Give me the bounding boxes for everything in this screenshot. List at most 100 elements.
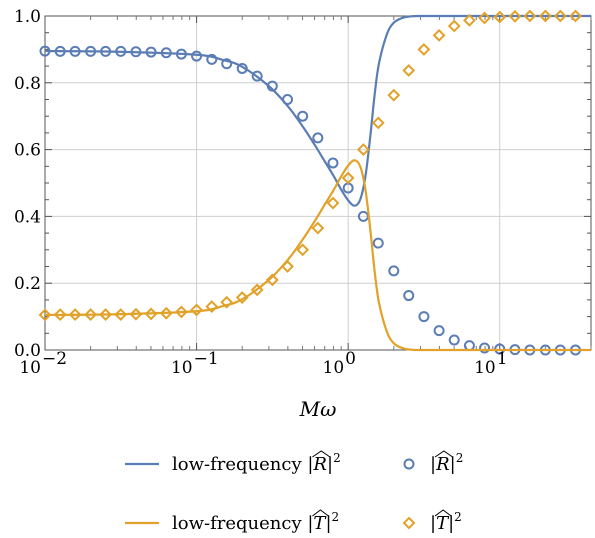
x-tick-exponent: −2 [42, 349, 67, 369]
data-point [432, 28, 446, 42]
legend-item: |R|2 [403, 450, 463, 475]
data-point [250, 283, 264, 297]
data-point [236, 62, 248, 74]
plot-border [44, 15, 592, 351]
legend-swatch-diamond [402, 516, 416, 530]
legend-prefix: low-frequency [172, 454, 307, 475]
hat-accent [312, 509, 329, 517]
series-3 [38, 9, 582, 322]
data-point [145, 46, 157, 58]
series-0 [44, 14, 591, 207]
x-axis-label: Mω [299, 397, 337, 421]
tick-labels: 0.00.20.40.60.81.010 −2 10 −1 10 0 10 1 [14, 7, 508, 378]
data-point [174, 305, 188, 319]
legend-item: |T|2 [402, 509, 462, 534]
plot-frame [44, 15, 592, 351]
grid [44, 15, 591, 351]
data-point [327, 157, 339, 169]
x-tick-exponent: 1 [497, 349, 508, 369]
data-point [508, 9, 522, 23]
data-point [493, 10, 507, 24]
data-point [251, 70, 263, 82]
data-point [85, 45, 97, 57]
data-point [371, 116, 385, 130]
y-tick-label: 0.6 [14, 141, 41, 161]
data-point [553, 9, 567, 23]
y-tick-label: 1.0 [14, 7, 41, 27]
x-tick-exponent: −1 [194, 349, 219, 369]
data-point [448, 334, 460, 346]
x-tick-label: 10 [474, 358, 496, 378]
data-point [403, 290, 415, 302]
legend-prefix: low-frequency [172, 513, 307, 534]
data-point [160, 47, 172, 59]
data-point [84, 308, 98, 322]
legend-label: low-frequency |R|2 [172, 451, 341, 475]
hat-accent [312, 450, 331, 458]
data-point [538, 9, 552, 23]
series-layer [38, 9, 591, 356]
y-tick-label: 0.4 [14, 207, 41, 227]
data-point [463, 13, 476, 27]
series-1 [39, 45, 581, 356]
y-tick-label: 0.2 [14, 274, 41, 294]
data-point [221, 58, 233, 70]
data-point [312, 132, 324, 144]
data-point [100, 45, 112, 57]
hat-accent [434, 450, 453, 458]
legend-item: low-frequency |R|2 [125, 450, 341, 475]
data-point [114, 308, 128, 322]
legend-swatch-circle [403, 458, 415, 470]
data-point [99, 308, 112, 322]
data-point [447, 19, 461, 33]
data-point [402, 64, 416, 77]
data-point [175, 48, 187, 60]
data-point [69, 45, 81, 57]
data-point [297, 110, 309, 122]
data-point [296, 243, 310, 257]
data-point [417, 42, 431, 56]
data-point [265, 273, 279, 287]
y-tick-label: 0.0 [14, 341, 41, 361]
legend-label: |R|2 [430, 451, 463, 475]
data-point [479, 342, 491, 354]
data-point [206, 53, 218, 65]
x-tick-label: 10 [171, 358, 193, 378]
data-point [387, 88, 401, 102]
data-point [418, 311, 430, 323]
data-point [433, 325, 445, 337]
data-point [326, 196, 340, 210]
data-point [235, 291, 249, 304]
data-point [478, 11, 491, 25]
data-point [191, 50, 203, 62]
x-tick-label: 10 [19, 358, 41, 378]
series-line [44, 159, 591, 352]
tick-marks [44, 15, 592, 351]
data-point [356, 143, 370, 157]
data-point [130, 46, 142, 58]
data-point [266, 80, 278, 92]
legend-symbol: T [313, 513, 327, 534]
data-point [68, 308, 82, 322]
data-point [38, 308, 52, 322]
data-point [372, 237, 384, 249]
data-point [205, 300, 219, 313]
data-point [53, 308, 67, 322]
legend-label: low-frequency |T|2 [172, 510, 339, 534]
data-point [311, 221, 325, 235]
data-point [463, 340, 475, 352]
data-point [190, 303, 203, 317]
legend: low-frequency |R|2 |R|2 low-frequency |T|2… [125, 450, 463, 534]
legend-symbol: R [312, 454, 327, 475]
hat-accent [434, 509, 452, 517]
data-point [388, 265, 400, 277]
data-point [523, 9, 537, 23]
x-tick-label: 10 [323, 358, 345, 378]
data-point [341, 171, 355, 185]
data-point [54, 45, 66, 57]
legend-label: |T|2 [430, 510, 462, 534]
data-point [144, 307, 158, 321]
data-point [281, 260, 294, 273]
series-2 [44, 159, 591, 352]
